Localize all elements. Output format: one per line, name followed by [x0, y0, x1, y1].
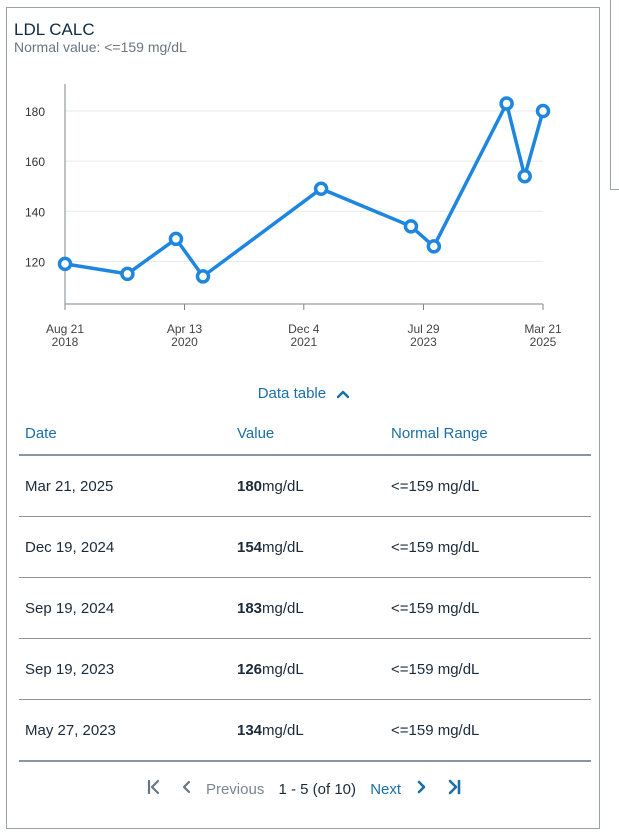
ldl-series-line — [63, 101, 545, 279]
chevron-right-icon[interactable] — [415, 779, 427, 799]
table-header-row: Date Value Normal Range — [19, 413, 591, 456]
data-point — [195, 269, 211, 284]
x-tick-label: Mar 21 2025 — [524, 322, 562, 349]
row-value-number: 134 — [237, 721, 263, 739]
row-normal-range: <=159 mg/dL — [385, 699, 591, 762]
y-tick-label: 160 — [25, 155, 45, 169]
chevron-up-icon — [336, 386, 350, 403]
row-date: Mar 21, 2025 — [19, 455, 231, 517]
data-point — [313, 181, 329, 196]
normal-value-subtitle: Normal value: <=159 mg/dL — [14, 39, 187, 55]
data-point — [168, 231, 184, 247]
row-value: 154mg/dL — [231, 516, 385, 578]
row-value: 126mg/dL — [231, 638, 385, 700]
row-value: 180mg/dL — [231, 455, 385, 517]
chevron-left-icon[interactable] — [181, 779, 193, 799]
table-row: Sep 19, 2024 183mg/dL <=159 mg/dL — [19, 577, 591, 639]
row-value-number: 180 — [237, 477, 263, 495]
x-tick-label: Dec 4 2021 — [288, 322, 320, 349]
data-point — [499, 96, 514, 111]
first-page-icon[interactable] — [146, 779, 162, 799]
row-normal-range: <=159 mg/dL — [385, 577, 591, 639]
previous-page-button[interactable]: Previous — [205, 780, 265, 798]
y-tick-label: 120 — [25, 255, 45, 269]
page-info: 1 - 5 (of 10) — [278, 780, 357, 798]
x-tick-label: Aug 21 2018 — [46, 322, 84, 349]
ldl-line-chart: 120 140 160 180 Aug 21 2018 Apr 13 2020 Dec 4 202… — [25, 84, 562, 349]
table-row: Dec 19, 2024 154mg/dL <=159 mg/dL — [19, 516, 591, 578]
y-tick-label: 140 — [25, 205, 45, 219]
row-date: Sep 19, 2023 — [19, 638, 231, 700]
x-tick-label: Jul 29 2023 — [407, 322, 439, 349]
table-row: May 27, 2023 134mg/dL <=159 mg/dL — [19, 699, 591, 762]
data-point — [120, 266, 135, 282]
data-table: Date Value Normal Range Mar 21, 2025 180… — [19, 413, 591, 762]
row-value-number: 154 — [237, 538, 263, 556]
table-row: Mar 21, 2025 180mg/dL <=159 mg/dL — [19, 455, 591, 517]
row-value-unit: mg/dL — [262, 721, 304, 739]
data-point — [517, 168, 532, 184]
column-header-date: Date — [19, 413, 231, 456]
card-title: LDL CALC — [14, 20, 95, 39]
row-date: Sep 19, 2024 — [19, 577, 231, 639]
data-point — [403, 219, 419, 234]
data-point — [57, 256, 73, 272]
row-date: May 27, 2023 — [19, 699, 231, 762]
data-point — [426, 239, 442, 254]
row-value-unit: mg/dL — [262, 477, 304, 495]
adjacent-panel — [610, 0, 619, 190]
next-page-button[interactable]: Next — [370, 780, 402, 798]
data-point — [535, 103, 551, 119]
row-value-unit: mg/dL — [262, 660, 304, 678]
table-row: Sep 19, 2023 126mg/dL <=159 mg/dL — [19, 638, 591, 700]
column-header-value: Value — [231, 413, 385, 456]
column-header-normal-range: Normal Range — [385, 413, 591, 456]
row-normal-range: <=159 mg/dL — [385, 516, 591, 578]
row-value-unit: mg/dL — [262, 538, 304, 556]
row-value-unit: mg/dL — [262, 599, 304, 617]
last-page-icon[interactable] — [446, 779, 462, 799]
data-table-toggle-label: Data table — [257, 385, 327, 402]
row-value-number: 126 — [237, 660, 263, 678]
x-tick-label: Apr 13 2020 — [167, 322, 203, 349]
row-value-number: 183 — [237, 599, 263, 617]
data-table-toggle[interactable]: Data table — [7, 385, 601, 403]
row-normal-range: <=159 mg/dL — [385, 455, 591, 517]
row-normal-range: <=159 mg/dL — [385, 638, 591, 700]
lab-result-card: LDL CALC Normal value: <=159 mg/dL 120 14… — [6, 7, 600, 829]
row-value: 183mg/dL — [231, 577, 385, 639]
y-tick-label: 180 — [25, 105, 45, 119]
row-date: Dec 19, 2024 — [19, 516, 231, 578]
pagination: Previous 1 - 5 (of 10) Next — [7, 779, 601, 799]
row-value: 134mg/dL — [231, 699, 385, 762]
